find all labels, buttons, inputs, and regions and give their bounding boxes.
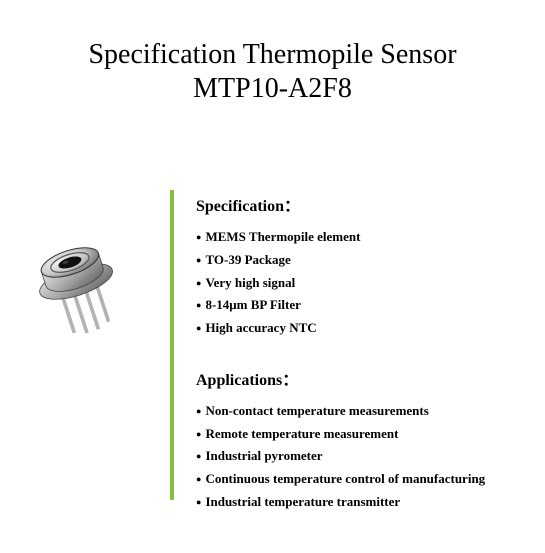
title-block: Specification Thermopile Sensor MTP10-A2… <box>0 0 545 105</box>
list-item: MEMS Thermopile element <box>196 226 545 249</box>
spec-list: MEMS Thermopile element TO-39 Package Ve… <box>196 226 545 340</box>
vertical-divider <box>170 190 174 500</box>
list-item: High accuracy NTC <box>196 317 545 340</box>
list-item: Industrial pyrometer <box>196 445 545 468</box>
text-column: Specification： MEMS Thermopile element T… <box>196 190 545 540</box>
list-item: Industrial temperature transmitter <box>196 491 545 514</box>
title-line-1: Specification Thermopile Sensor <box>40 38 505 72</box>
list-item: Non-contact temperature measurements <box>196 400 545 423</box>
title-line-2: MTP10-A2F8 <box>40 72 505 106</box>
list-item: Very high signal <box>196 272 545 295</box>
list-item: Continuous temperature control of manufa… <box>196 468 545 491</box>
list-item: Remote temperature measurement <box>196 423 545 446</box>
list-item: 8-14μm BP Filter <box>196 294 545 317</box>
content-row: Specification： MEMS Thermopile element T… <box>0 190 545 540</box>
sensor-image-col <box>0 190 170 347</box>
sensor-product-illustration <box>18 222 128 342</box>
list-item: TO-39 Package <box>196 249 545 272</box>
spec-heading: Specification： <box>196 192 545 216</box>
app-list: Non-contact temperature measurements Rem… <box>196 400 545 514</box>
app-heading: Applications： <box>196 366 545 390</box>
